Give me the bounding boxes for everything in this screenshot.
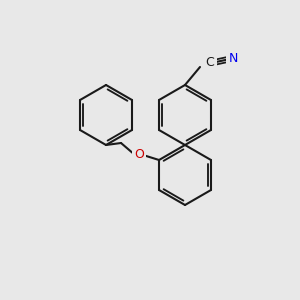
Text: C: C [206,56,214,68]
Text: O: O [134,148,144,161]
Text: N: N [228,52,238,65]
